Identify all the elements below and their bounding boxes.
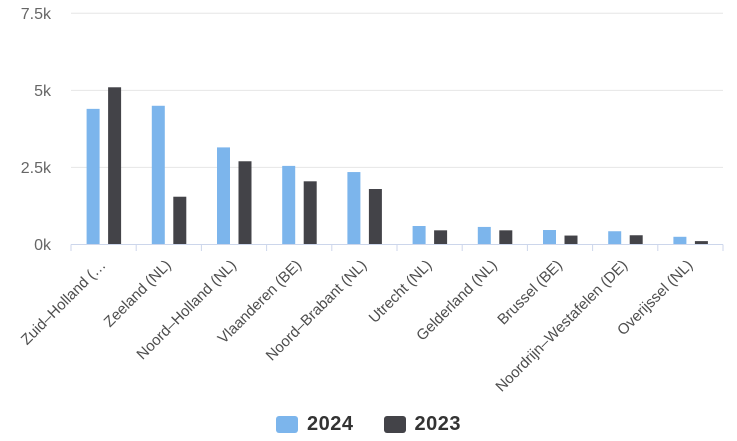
bar-2023-Noord–Holland (NL)[interactable]	[238, 161, 252, 245]
x-axis-label-Brussel (BE): Brussel (BE)	[494, 257, 566, 329]
bar-2023-Noordrijn–Westafelen (DE)[interactable]	[629, 235, 643, 245]
legend-swatch-2024	[276, 416, 298, 433]
bar-2024-Gelderland (NL)[interactable]	[477, 226, 491, 245]
bar-2023-Gelderland (NL)[interactable]	[499, 230, 513, 245]
y-axis-label-2.5k: 2.5k	[21, 160, 52, 177]
y-axis-label-5k: 5k	[34, 83, 52, 100]
x-axis-label-Zuid–Holland (…: Zuid–Holland (…	[18, 257, 110, 349]
legend-item-2023[interactable]: 2023	[383, 413, 462, 436]
legend-label-2023: 2023	[414, 413, 461, 435]
bar-2024-Noordrijn–Westafelen (DE)[interactable]	[608, 231, 622, 245]
legend-label-2024: 2024	[307, 413, 354, 435]
bar-2023-Noord–Brabant (NL)[interactable]	[368, 189, 382, 245]
x-axis-label-Utrecht (NL): Utrecht (NL)	[366, 257, 436, 327]
bar-2023-Overijssel (NL)[interactable]	[694, 241, 708, 245]
bar-2024-Noord–Holland (NL)[interactable]	[217, 147, 230, 245]
y-axis-label-0k: 0k	[34, 237, 52, 254]
bar-2023-Zuid–Holland (…[interactable]	[108, 87, 122, 245]
bar-2024-Overijssel (NL)[interactable]	[673, 236, 687, 245]
bar-2024-Noord–Brabant (NL)[interactable]	[347, 172, 361, 245]
bar-2024-Vlaanderen (BE)[interactable]	[282, 165, 296, 245]
bar-2023-Brussel (BE)[interactable]	[564, 235, 578, 245]
bar-2024-Brussel (BE)[interactable]	[543, 230, 556, 245]
x-axis-label-Noordrijn–Westafelen (DE): Noordrijn–Westafelen (DE)	[492, 257, 631, 396]
bar-2024-Zuid–Holland (…[interactable]	[86, 108, 100, 245]
chart-legend: 2024 2023	[0, 413, 737, 436]
x-axis-label-Zeeland (NL): Zeeland (NL)	[101, 257, 175, 331]
bar-2023-Zeeland (NL)[interactable]	[173, 196, 187, 245]
bar-2023-Utrecht (NL)[interactable]	[434, 230, 448, 245]
legend-item-2024[interactable]: 2024	[276, 413, 354, 436]
y-axis-label-7.5k: 7.5k	[21, 6, 52, 23]
bar-2023-Vlaanderen (BE)[interactable]	[303, 181, 317, 245]
legend-swatch-2023	[383, 416, 406, 433]
bar-2024-Zeeland (NL)[interactable]	[151, 105, 165, 245]
bar-2024-Utrecht (NL)[interactable]	[412, 226, 426, 245]
